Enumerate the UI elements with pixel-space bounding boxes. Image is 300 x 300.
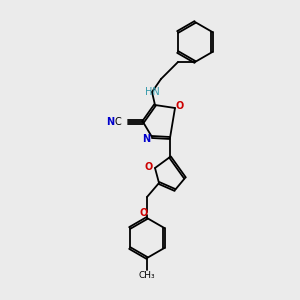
- Text: O: O: [140, 208, 148, 218]
- Text: CH₃: CH₃: [139, 271, 155, 280]
- Text: N: N: [106, 117, 114, 127]
- Text: N: N: [142, 134, 150, 144]
- Text: O: O: [145, 162, 153, 172]
- Text: O: O: [176, 101, 184, 111]
- Text: HN: HN: [145, 87, 159, 97]
- Text: C: C: [114, 117, 121, 127]
